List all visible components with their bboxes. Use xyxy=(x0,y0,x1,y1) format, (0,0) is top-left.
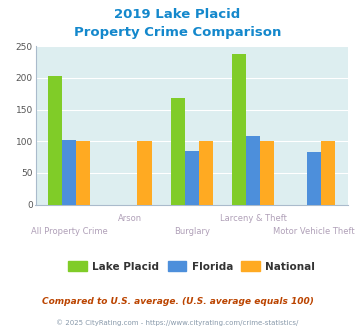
Bar xyxy=(246,136,260,205)
Text: Compared to U.S. average. (U.S. average equals 100): Compared to U.S. average. (U.S. average … xyxy=(42,297,313,307)
Bar xyxy=(260,141,274,205)
Bar xyxy=(48,76,62,205)
Bar xyxy=(170,98,185,205)
Bar xyxy=(137,141,152,205)
Bar xyxy=(76,141,90,205)
Bar xyxy=(62,140,76,205)
Text: Larceny & Theft: Larceny & Theft xyxy=(219,214,286,223)
Bar xyxy=(185,151,199,205)
Text: All Property Crime: All Property Crime xyxy=(31,227,108,236)
Text: 2019 Lake Placid: 2019 Lake Placid xyxy=(114,8,241,21)
Bar xyxy=(199,141,213,205)
Bar xyxy=(307,152,321,205)
Text: © 2025 CityRating.com - https://www.cityrating.com/crime-statistics/: © 2025 CityRating.com - https://www.city… xyxy=(56,319,299,326)
Bar xyxy=(321,141,335,205)
Text: Motor Vehicle Theft: Motor Vehicle Theft xyxy=(273,227,355,236)
Bar xyxy=(232,54,246,205)
Text: Arson: Arson xyxy=(118,214,142,223)
Text: Property Crime Comparison: Property Crime Comparison xyxy=(74,26,281,39)
Text: Burglary: Burglary xyxy=(174,227,210,236)
Legend: Lake Placid, Florida, National: Lake Placid, Florida, National xyxy=(64,257,319,276)
